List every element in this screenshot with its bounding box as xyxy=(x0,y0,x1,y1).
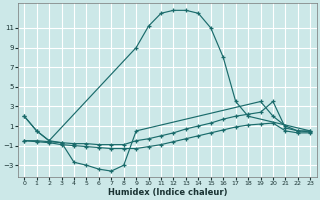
X-axis label: Humidex (Indice chaleur): Humidex (Indice chaleur) xyxy=(108,188,227,197)
